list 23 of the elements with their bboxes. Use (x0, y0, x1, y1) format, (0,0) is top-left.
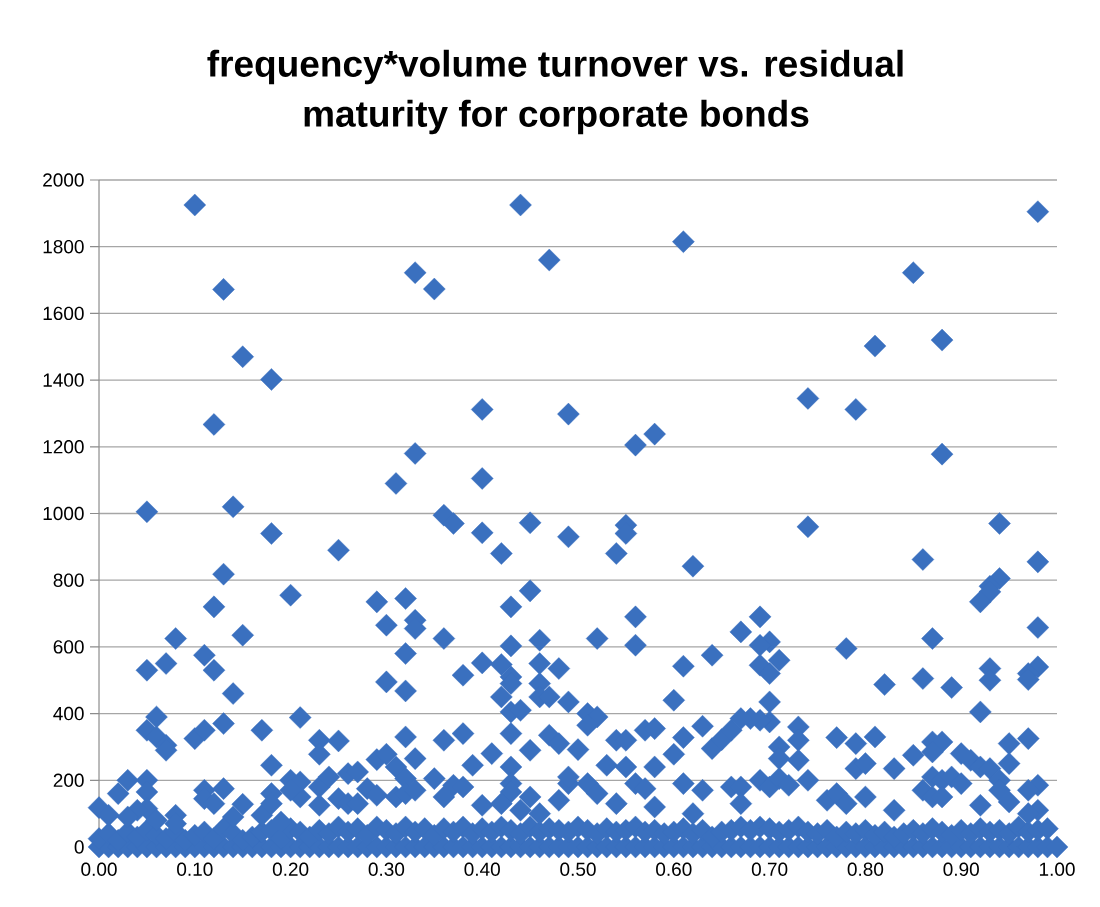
x-tick-label: 0.60 (656, 862, 692, 876)
x-tick-label: 1.00 (1039, 862, 1075, 876)
chart-title: frequency*volume turnover vs. residual maturity for corporate bonds (207, 49, 903, 135)
x-tick-label: 0.40 (464, 862, 500, 876)
y-tick-label: 2000 (43, 173, 84, 187)
x-tick-label: 0.10 (177, 862, 213, 876)
y-tick-label: 1400 (43, 373, 84, 387)
x-tick-label: 0.20 (272, 862, 309, 876)
y-tick-label: 600 (53, 640, 84, 654)
y-tick-label: 800 (53, 573, 84, 587)
y-tick-label: 400 (53, 706, 84, 721)
y-tick-label: 1200 (43, 440, 84, 454)
y-tick-label: 1000 (43, 506, 84, 521)
y-tick-label: 1600 (43, 306, 84, 321)
y-tick-label: 1800 (43, 239, 84, 254)
x-tick-label: 0.90 (943, 862, 979, 876)
x-tick-label: 0.50 (560, 862, 596, 876)
x-tick-label: 0.80 (847, 862, 884, 876)
y-tick-label: 0 (74, 840, 84, 854)
x-tick-label: 0.70 (751, 862, 788, 876)
y-tick-label: 200 (53, 773, 84, 788)
x-tick-label: 0.00 (81, 862, 117, 876)
x-tick-label: 0.30 (368, 862, 405, 876)
